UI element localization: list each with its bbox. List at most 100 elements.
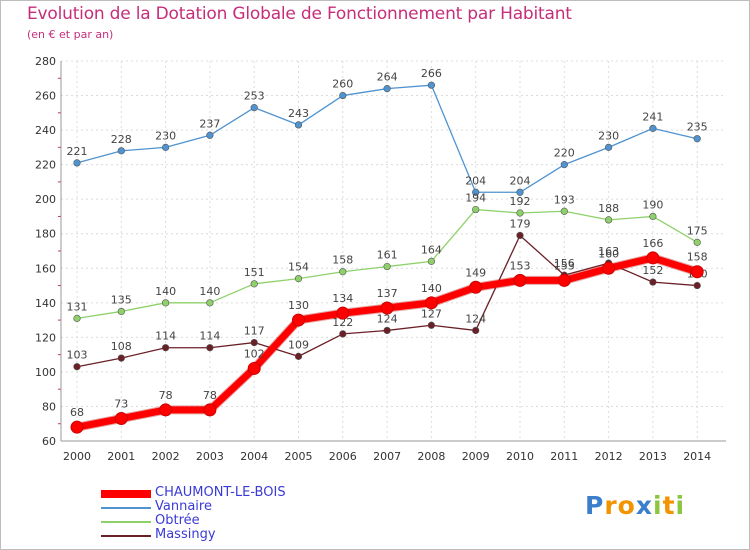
x-tick-label: 2012: [595, 450, 623, 463]
data-point-1: [693, 135, 701, 143]
x-tick-label: 2007: [373, 450, 401, 463]
data-label-1: 266: [421, 67, 442, 80]
logo-letter-p: P: [585, 491, 605, 520]
chart-subtitle: (en € et par an): [27, 28, 114, 41]
data-label-0: 134: [332, 292, 353, 305]
plot-area: [61, 61, 726, 441]
data-label-0: 158: [687, 251, 708, 264]
data-label-1: 230: [598, 129, 619, 142]
data-point-0: [292, 313, 305, 327]
data-point-2: [206, 299, 214, 307]
y-tick-label: 240: [35, 124, 56, 137]
data-point-3: [383, 326, 391, 335]
data-label-1: 241: [642, 110, 663, 123]
data-label-3: 127: [421, 307, 442, 320]
data-point-2: [73, 314, 81, 322]
data-label-3: 124: [465, 312, 486, 325]
data-point-0: [424, 296, 438, 310]
data-label-1: 230: [155, 129, 176, 142]
data-point-3: [73, 363, 81, 371]
x-tick-label: 2011: [550, 450, 578, 463]
data-label-1: 204: [510, 174, 531, 187]
x-tick-label: 2008: [417, 450, 445, 463]
data-point-3: [339, 330, 347, 338]
data-label-1: 220: [554, 147, 575, 160]
y-tick-label: 200: [35, 193, 56, 206]
x-tick-label: 2004: [240, 450, 268, 463]
data-label-2: 154: [288, 261, 309, 274]
data-point-2: [516, 209, 524, 217]
data-point-3: [516, 231, 524, 240]
data-label-3: 108: [111, 340, 132, 353]
data-point-3: [250, 338, 258, 347]
y-tick-label: 260: [35, 90, 56, 103]
logo-letter-r: r: [604, 491, 618, 520]
data-label-0: 153: [554, 259, 575, 272]
y-tick-label: 100: [35, 366, 56, 379]
y-tick-label: 220: [35, 159, 56, 172]
x-tick-label: 2009: [462, 450, 490, 463]
data-point-1: [427, 81, 436, 89]
data-label-2: 175: [687, 224, 708, 237]
data-label-1: 204: [465, 174, 486, 187]
data-point-2: [294, 275, 303, 283]
legend-swatch-vannaire: [101, 507, 151, 509]
logo-letter-i2: i: [675, 491, 686, 520]
data-label-2: 161: [377, 249, 398, 262]
data-label-0: 140: [421, 282, 442, 295]
logo-letter-x: x: [635, 491, 653, 520]
data-point-0: [513, 273, 527, 287]
data-label-2: 188: [598, 202, 619, 215]
data-label-2: 151: [244, 266, 265, 279]
data-point-1: [604, 143, 613, 151]
data-label-1: 243: [288, 107, 309, 120]
data-point-1: [250, 104, 258, 112]
data-label-2: 158: [332, 254, 353, 267]
data-label-0: 73: [114, 398, 128, 411]
logo-letter-i1: i: [653, 491, 663, 520]
data-point-2: [339, 268, 347, 276]
data-point-1: [649, 124, 657, 132]
data-point-1: [206, 131, 214, 139]
data-point-2: [604, 216, 613, 224]
legend-swatch-obtree: [101, 521, 151, 523]
data-label-1: 253: [244, 90, 265, 103]
data-point-1: [73, 159, 81, 167]
data-point-2: [649, 212, 657, 221]
data-label-2: 192: [510, 195, 531, 208]
data-label-3: 122: [332, 316, 353, 329]
data-label-0: 102: [244, 347, 265, 360]
data-label-2: 131: [67, 300, 88, 313]
data-point-3: [117, 354, 125, 362]
logo-letter-o: o: [617, 491, 636, 520]
data-point-0: [203, 403, 217, 417]
data-label-0: 78: [203, 389, 217, 402]
data-label-3: 152: [642, 264, 663, 277]
data-label-3: 114: [199, 330, 220, 343]
legend-label-massingy: Massingy: [155, 527, 216, 542]
data-point-3: [206, 344, 214, 352]
y-tick-label: 280: [35, 55, 56, 68]
data-label-2: 193: [554, 193, 575, 206]
data-point-1: [339, 91, 347, 100]
x-tick-label: 2010: [506, 450, 534, 463]
data-point-1: [516, 188, 524, 196]
data-label-2: 135: [111, 293, 132, 306]
y-tick-label: 140: [35, 297, 56, 310]
logo-letter-t: t: [662, 491, 676, 520]
data-point-0: [70, 420, 84, 434]
data-point-2: [693, 238, 701, 246]
data-point-3: [162, 344, 170, 352]
data-point-1: [162, 143, 170, 151]
data-point-0: [646, 251, 660, 265]
data-label-3: 156: [554, 257, 575, 270]
data-point-0: [159, 403, 173, 417]
data-label-3: 124: [377, 312, 398, 325]
data-label-3: 163: [598, 245, 619, 258]
data-label-2: 140: [199, 285, 220, 298]
data-point-0: [114, 412, 128, 426]
x-tick-label: 2006: [329, 450, 357, 463]
data-point-2: [472, 205, 480, 214]
